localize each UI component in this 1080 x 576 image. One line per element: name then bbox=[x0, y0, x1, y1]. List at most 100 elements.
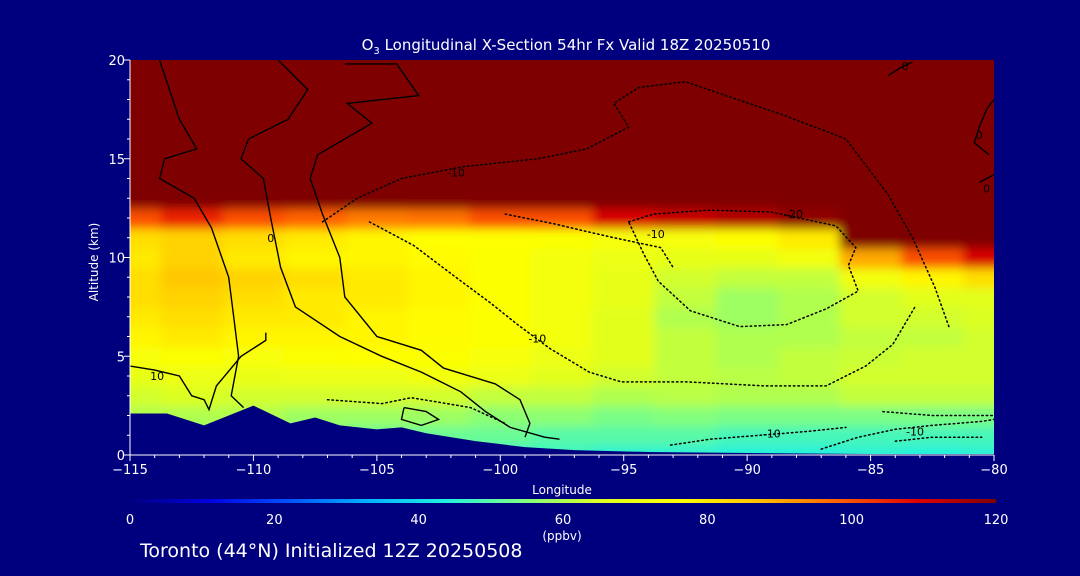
heatmap-cell bbox=[407, 405, 471, 427]
colorbar-tick-label: 60 bbox=[555, 513, 572, 528]
heatmap-cell bbox=[469, 247, 533, 269]
contour-line-positive bbox=[978, 173, 994, 184]
y-tick-label: 0 bbox=[117, 449, 125, 464]
y-tick-label: 5 bbox=[117, 350, 125, 365]
heatmap-cell bbox=[531, 425, 594, 447]
heatmap-cell bbox=[716, 306, 779, 328]
heatmap-cell bbox=[654, 148, 718, 170]
heatmap-cell bbox=[901, 69, 965, 91]
heatmap-cell bbox=[901, 148, 965, 170]
heatmap-cell bbox=[130, 109, 162, 131]
contour-label: -10 bbox=[906, 425, 924, 438]
contour-label: 0 bbox=[976, 129, 983, 142]
heatmap-cell bbox=[130, 366, 162, 387]
ozone-heatmap bbox=[130, 60, 994, 455]
heatmap-cell bbox=[839, 247, 903, 269]
contour-label: -10 bbox=[528, 332, 546, 345]
heatmap-cell bbox=[469, 405, 533, 427]
heatmap-cell bbox=[716, 227, 779, 249]
heatmap-cell bbox=[963, 69, 994, 91]
heatmap-cell bbox=[469, 89, 533, 111]
heatmap-cell bbox=[716, 385, 779, 407]
heatmap-cell bbox=[407, 89, 471, 111]
colorbar-tick-label: 40 bbox=[410, 513, 427, 528]
heatmap-cell bbox=[222, 247, 286, 269]
contour-line-positive bbox=[240, 60, 560, 440]
terrain-area bbox=[130, 405, 994, 455]
y-tick-label: 15 bbox=[108, 153, 125, 168]
heatmap-cell bbox=[284, 109, 347, 131]
heatmap-cell bbox=[407, 287, 471, 308]
heatmap-cell bbox=[716, 168, 779, 190]
heatmap-cell bbox=[160, 227, 224, 249]
y-tick-label: 10 bbox=[108, 252, 125, 267]
heatmap-cell bbox=[592, 188, 656, 210]
heatmap-cell bbox=[592, 148, 656, 170]
contour-label: 0 bbox=[902, 60, 909, 73]
heatmap-cell bbox=[531, 109, 594, 131]
heatmap-cell bbox=[839, 346, 903, 368]
heatmap-cell bbox=[592, 267, 656, 289]
heatmap-cell bbox=[346, 306, 409, 328]
heatmap-cell bbox=[130, 148, 162, 170]
x-tick-label: −85 bbox=[857, 463, 884, 478]
heatmap-cell bbox=[346, 188, 409, 210]
heatmap-cell bbox=[839, 366, 903, 387]
heatmap-cell bbox=[839, 267, 903, 289]
heatmap-cell bbox=[160, 247, 224, 269]
heatmap-cell bbox=[839, 326, 903, 348]
heatmap-cell bbox=[222, 326, 286, 348]
heatmap-cell bbox=[901, 168, 965, 190]
heatmap-cell bbox=[654, 109, 718, 131]
contour-line-negative bbox=[820, 418, 994, 450]
heatmap-cell bbox=[963, 346, 994, 368]
heatmap-cell bbox=[407, 188, 471, 210]
heatmap-cell bbox=[469, 60, 533, 71]
heatmap-cell bbox=[778, 385, 841, 407]
heatmap-cell bbox=[222, 346, 286, 368]
heatmap-cell bbox=[160, 267, 224, 289]
heatmap-cell bbox=[839, 445, 903, 455]
terrain-mask bbox=[130, 405, 994, 455]
heatmap-cell bbox=[407, 227, 471, 249]
heatmap-cell bbox=[839, 148, 903, 170]
heatmap-cell bbox=[654, 208, 718, 229]
heatmap-cell bbox=[839, 109, 903, 131]
heatmap-cell bbox=[901, 306, 965, 328]
contour-line-positive bbox=[973, 99, 994, 156]
heatmap-cell bbox=[592, 287, 656, 308]
heatmap-cell bbox=[160, 306, 224, 328]
heatmap-cell bbox=[222, 60, 286, 71]
heatmap-cell bbox=[778, 188, 841, 210]
heatmap-cell bbox=[839, 129, 903, 150]
heatmap-cell bbox=[901, 109, 965, 131]
contour-line-negative bbox=[321, 80, 951, 330]
contour-label: -10 bbox=[447, 167, 465, 180]
heatmap-cell bbox=[160, 346, 224, 368]
heatmap-cell bbox=[531, 89, 594, 111]
heatmap-cell bbox=[963, 306, 994, 328]
heatmap-cell bbox=[963, 247, 994, 269]
heatmap-cell bbox=[654, 247, 718, 269]
heatmap-cell bbox=[778, 425, 841, 447]
colorbar-unit: (ppbv) bbox=[542, 529, 581, 543]
heatmap-cell bbox=[901, 287, 965, 308]
heatmap-cell bbox=[346, 208, 409, 229]
heatmap-cell bbox=[592, 89, 656, 111]
heatmap-cell bbox=[130, 227, 162, 249]
heatmap-cell bbox=[407, 267, 471, 289]
heatmap-cell bbox=[346, 148, 409, 170]
heatmap-cell bbox=[469, 385, 533, 407]
heatmap-cell bbox=[716, 247, 779, 269]
heatmap-cell bbox=[284, 306, 347, 328]
heatmap-cell bbox=[531, 267, 594, 289]
heatmap-cell bbox=[901, 326, 965, 348]
colorbar-ramp bbox=[130, 499, 996, 503]
heatmap-cell bbox=[284, 188, 347, 210]
heatmap-cell bbox=[160, 89, 224, 111]
heatmap-cell bbox=[346, 247, 409, 269]
heatmap-cell bbox=[222, 129, 286, 150]
contour-line-negative bbox=[504, 213, 674, 269]
heatmap-cell bbox=[654, 445, 718, 455]
heatmap-cell bbox=[469, 306, 533, 328]
